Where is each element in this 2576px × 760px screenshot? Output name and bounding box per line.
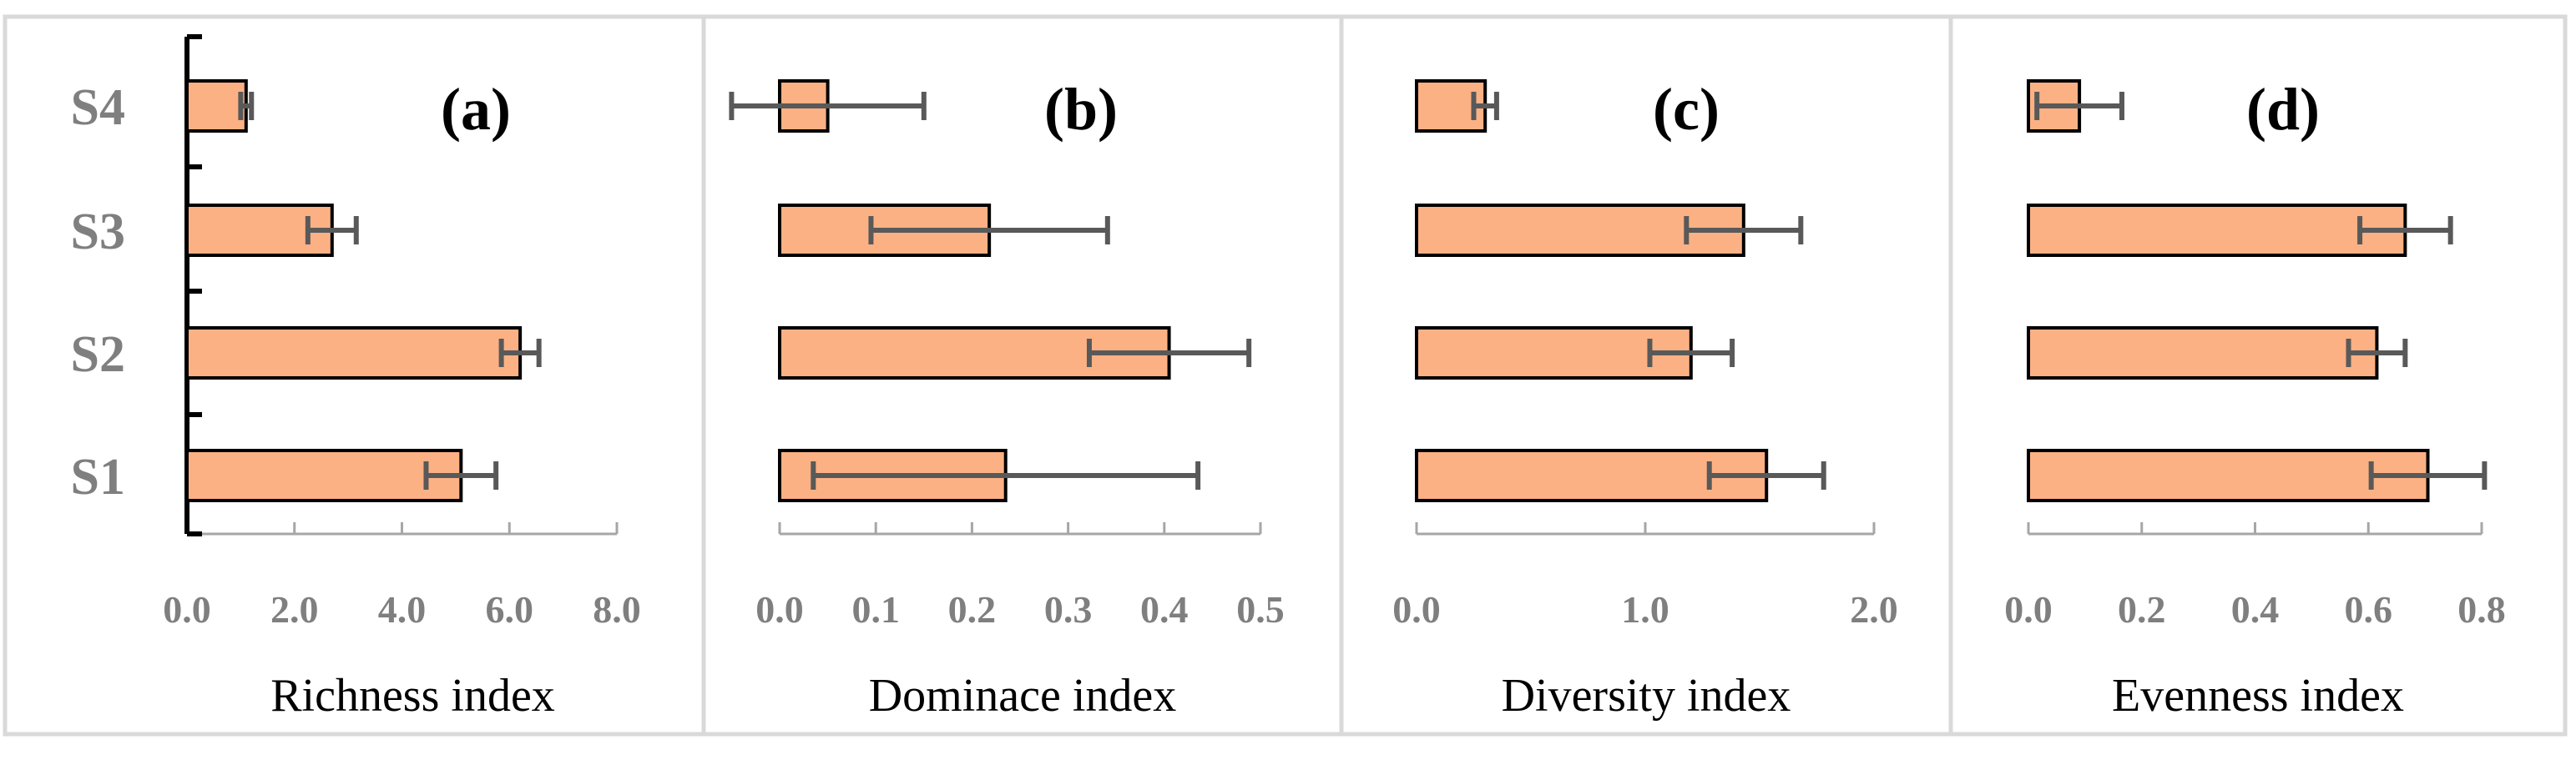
x-tick-label: 0.8 [2457, 588, 2506, 631]
bar-s1 [2027, 449, 2430, 502]
x-tick-label: 0.2 [948, 588, 997, 631]
x-tick-label: 0.0 [2004, 588, 2053, 631]
bar-s1 [185, 449, 463, 502]
panel-label: (a) [441, 76, 511, 143]
x-tick-label: 2.0 [1850, 588, 1898, 631]
x-tick-label: 4.0 [378, 588, 427, 631]
bar-s2 [2027, 326, 2379, 380]
x-axis-title: Richness index [270, 670, 555, 722]
x-tick-label: 0.5 [1236, 588, 1285, 631]
chart-panel-4: 0.0 0.2 0.4 0.6 0.8 (d) Evenness index [1948, 14, 2568, 737]
category-label-s2: S2 [71, 326, 125, 383]
x-tick-label: 0.0 [1392, 588, 1441, 631]
x-axis-title: Dominace index [869, 670, 1177, 722]
x-tick-label: 0.4 [2231, 588, 2280, 631]
category-label-s3: S3 [71, 204, 125, 260]
x-tick-label: 0.1 [851, 588, 900, 631]
panel-label: (d) [2246, 76, 2320, 143]
x-axis-title: Diversity index [1502, 670, 1791, 722]
x-tick-label: 0.3 [1044, 588, 1093, 631]
bar-s2 [185, 326, 523, 380]
x-tick-label: 0.0 [755, 588, 804, 631]
chart-panel-3: 0.0 1.0 2.0 (c) Diversity index [1339, 14, 1953, 737]
x-tick-label: 1.0 [1621, 588, 1669, 631]
panel-label: (b) [1044, 76, 1118, 143]
x-tick-label: 0.2 [2118, 588, 2166, 631]
x-axis-title: Evenness index [2112, 670, 2404, 722]
x-tick-label: 0.0 [163, 588, 211, 631]
x-tick-label: 8.0 [593, 588, 641, 631]
x-tick-label: 2.0 [270, 588, 319, 631]
bar-s4 [185, 79, 248, 133]
bar-s3 [2027, 204, 2407, 257]
category-label-s4: S4 [71, 79, 125, 136]
panel-border [1948, 14, 2568, 737]
chart-panel-1: 0.0 2.0 4.0 6.0 8.0 S1 S2 S3 S4 (a) Richness index [3, 14, 706, 737]
x-tick-label: 0.4 [1140, 588, 1189, 631]
panel-label: (c) [1653, 76, 1720, 143]
x-tick-label: 6.0 [486, 588, 534, 631]
x-tick-label: 0.6 [2345, 588, 2393, 631]
category-label-s1: S1 [71, 449, 125, 506]
chart-panel-2: 0.0 0.1 0.2 0.3 0.4 0.5 (b) Dominace index [701, 14, 1344, 737]
